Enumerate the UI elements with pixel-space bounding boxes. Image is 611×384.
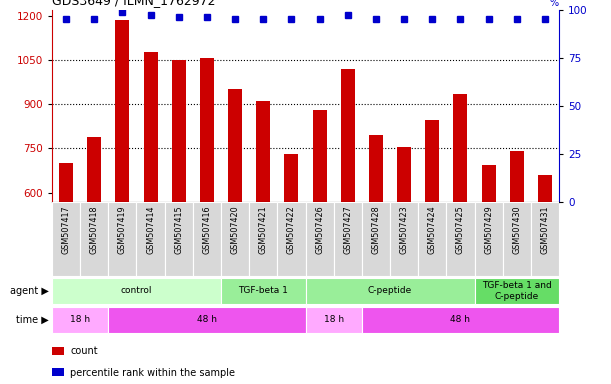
Bar <box>447 202 475 276</box>
Text: GSM507416: GSM507416 <box>202 205 211 254</box>
Text: 18 h: 18 h <box>70 315 90 324</box>
Text: GSM507422: GSM507422 <box>287 205 296 254</box>
Bar <box>228 89 242 370</box>
Bar <box>59 163 73 370</box>
Text: agent ▶: agent ▶ <box>10 286 49 296</box>
Bar <box>306 278 475 304</box>
Bar <box>341 69 355 370</box>
Bar <box>52 307 108 333</box>
Bar <box>136 202 164 276</box>
Bar <box>538 175 552 370</box>
Text: time ▶: time ▶ <box>16 314 49 325</box>
Bar <box>52 347 64 354</box>
Bar <box>418 202 447 276</box>
Bar <box>306 307 362 333</box>
Bar <box>193 202 221 276</box>
Bar <box>172 60 186 370</box>
Text: %: % <box>550 0 559 8</box>
Text: 18 h: 18 h <box>324 315 344 324</box>
Text: C-peptide: C-peptide <box>368 286 412 295</box>
Bar <box>503 202 531 276</box>
Text: GSM507429: GSM507429 <box>484 205 493 254</box>
Text: GSM507419: GSM507419 <box>118 205 127 254</box>
Bar <box>164 202 193 276</box>
Bar <box>510 151 524 370</box>
Bar <box>369 135 383 370</box>
Text: GSM507417: GSM507417 <box>62 205 70 254</box>
Bar <box>531 202 559 276</box>
Bar <box>249 202 277 276</box>
Bar <box>87 137 101 370</box>
Text: TGF-beta 1: TGF-beta 1 <box>238 286 288 295</box>
Bar <box>52 368 64 376</box>
Text: GSM507421: GSM507421 <box>258 205 268 254</box>
Text: 48 h: 48 h <box>197 315 217 324</box>
Bar <box>80 202 108 276</box>
Bar <box>362 307 559 333</box>
Bar <box>362 202 390 276</box>
Bar <box>221 202 249 276</box>
Bar <box>313 110 327 370</box>
Text: GSM507425: GSM507425 <box>456 205 465 254</box>
Bar <box>144 53 158 370</box>
Text: GSM507415: GSM507415 <box>174 205 183 254</box>
Bar <box>397 147 411 370</box>
Bar <box>108 307 306 333</box>
Text: GSM507426: GSM507426 <box>315 205 324 254</box>
Bar <box>390 202 418 276</box>
Text: GSM507420: GSM507420 <box>230 205 240 254</box>
Bar <box>306 202 334 276</box>
Bar <box>200 58 214 370</box>
Bar <box>277 202 306 276</box>
Bar <box>475 278 559 304</box>
Text: GSM507430: GSM507430 <box>512 205 521 254</box>
Bar <box>115 20 130 370</box>
Bar <box>52 202 80 276</box>
Bar <box>108 202 136 276</box>
Bar <box>475 202 503 276</box>
Bar <box>256 101 270 370</box>
Text: GSM507427: GSM507427 <box>343 205 353 254</box>
Text: percentile rank within the sample: percentile rank within the sample <box>70 367 235 377</box>
Text: GDS3649 / ILMN_1762972: GDS3649 / ILMN_1762972 <box>52 0 216 7</box>
Text: GSM507424: GSM507424 <box>428 205 437 254</box>
Text: GSM507418: GSM507418 <box>90 205 99 254</box>
Text: TGF-beta 1 and
C-peptide: TGF-beta 1 and C-peptide <box>482 281 552 301</box>
Text: GSM507423: GSM507423 <box>400 205 409 254</box>
Text: GSM507431: GSM507431 <box>541 205 549 254</box>
Text: 48 h: 48 h <box>450 315 470 324</box>
Bar <box>481 165 496 370</box>
Text: GSM507428: GSM507428 <box>371 205 381 254</box>
Bar <box>425 120 439 370</box>
Bar <box>334 202 362 276</box>
Bar <box>52 278 221 304</box>
Bar <box>284 154 298 370</box>
Bar <box>453 94 467 370</box>
Text: control: control <box>121 286 152 295</box>
Bar <box>221 278 306 304</box>
Text: GSM507414: GSM507414 <box>146 205 155 254</box>
Text: count: count <box>70 346 98 356</box>
